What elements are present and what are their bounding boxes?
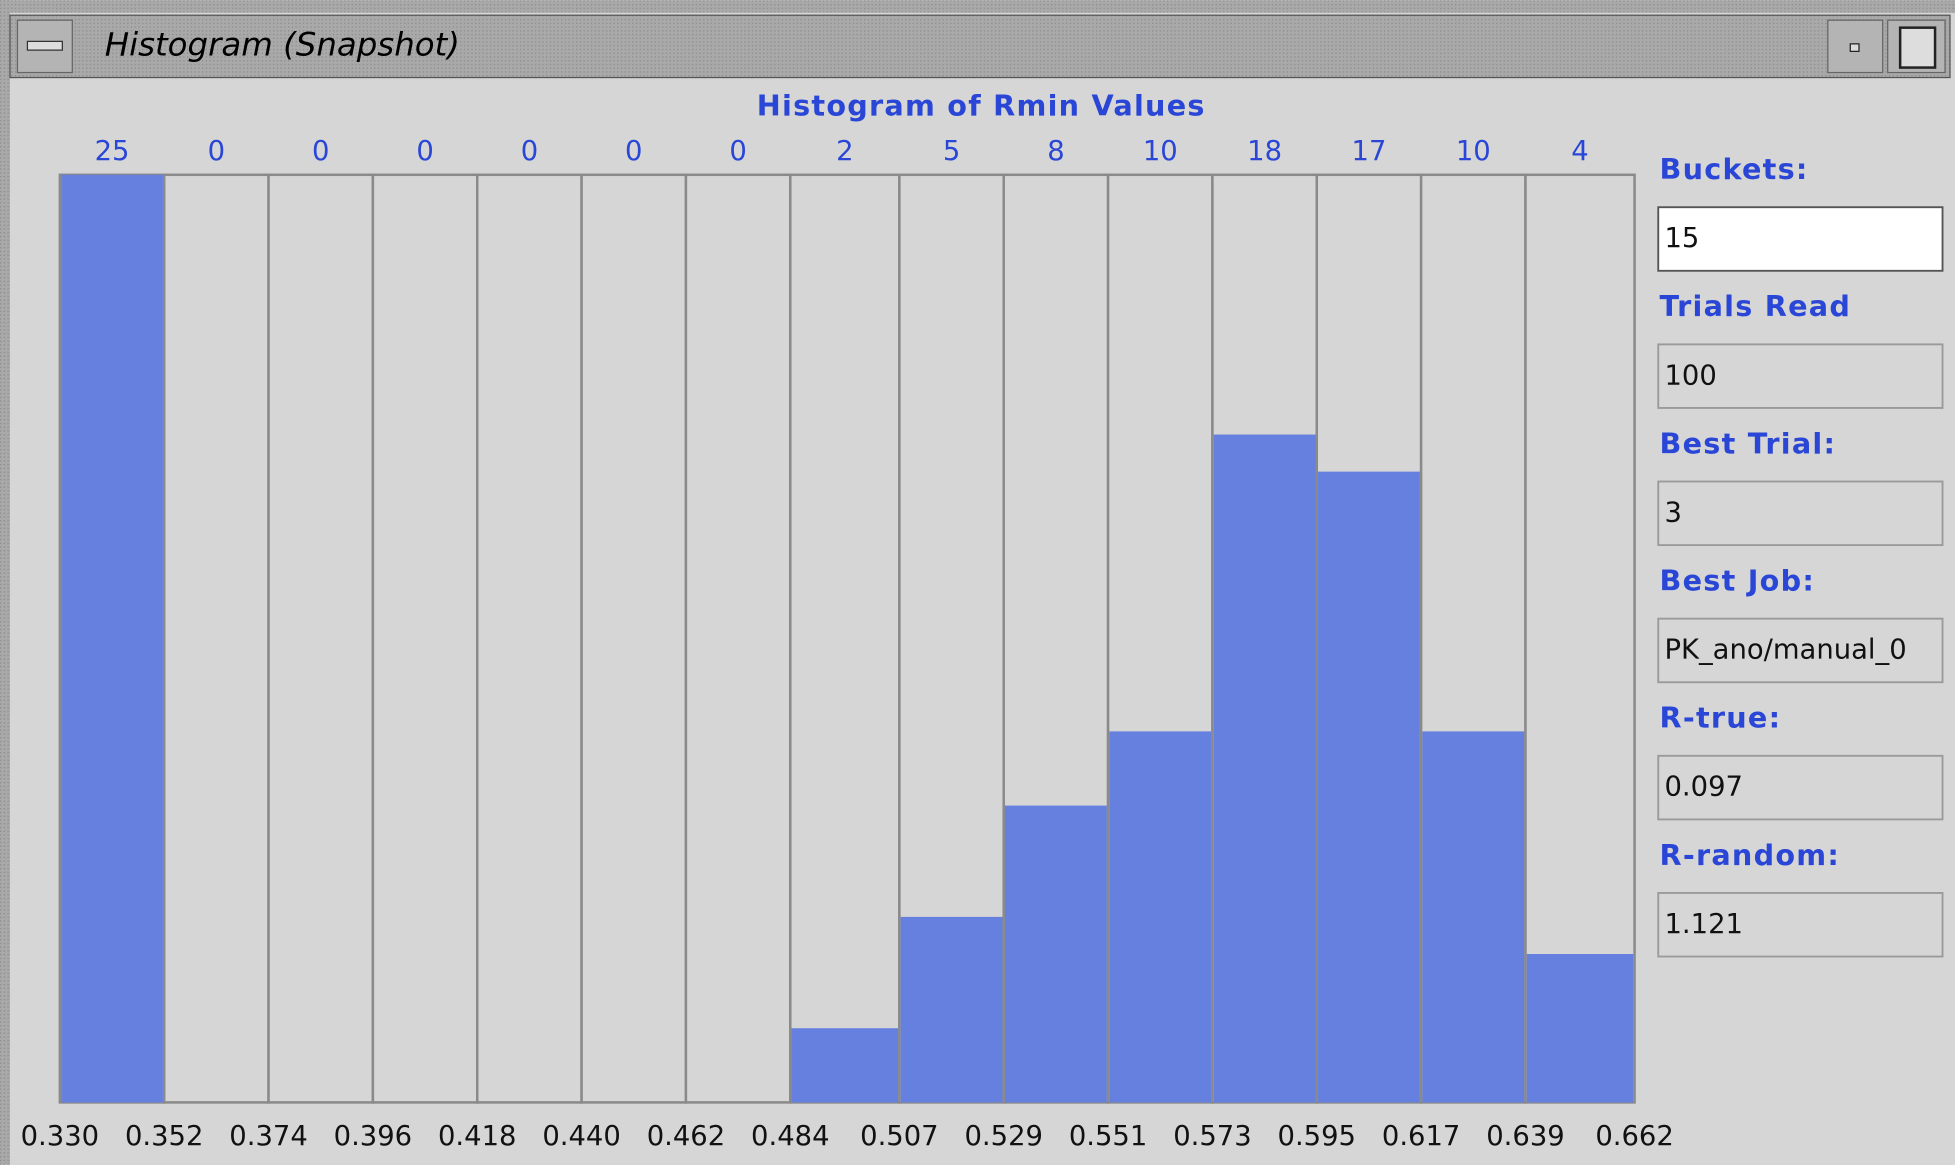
readout-box xyxy=(1657,617,1944,684)
maximize-icon xyxy=(1898,26,1937,69)
bar xyxy=(1213,434,1316,1103)
field-label: Best Job: xyxy=(1660,564,1816,598)
bin-edge-label: 0.529 xyxy=(964,1121,1042,1152)
value-label: 17 xyxy=(1352,136,1387,167)
bin-edge-label: 0.396 xyxy=(334,1121,412,1152)
bar xyxy=(1422,731,1525,1103)
value-label: 0 xyxy=(208,136,225,167)
field-label: Trials Read xyxy=(1660,289,1852,323)
bin-edge-label: 0.484 xyxy=(751,1121,829,1152)
readout-box xyxy=(1657,480,1944,547)
bar xyxy=(61,174,163,1103)
bar-slot xyxy=(162,173,270,1104)
value-label: 4 xyxy=(1571,136,1588,167)
bin-edge-label: 0.595 xyxy=(1278,1121,1356,1152)
field-value: 1.121 xyxy=(1664,909,1742,940)
bin-edge-label: 0.330 xyxy=(21,1121,99,1152)
histogram: 25 0 0 0 0 0 0 2 5 8 10 18 17 10 40.330 0.352 0.374 0.396… xyxy=(21,136,1674,1152)
field-value: 15 xyxy=(1664,223,1699,254)
readout-box xyxy=(1657,754,1944,821)
bar-slot xyxy=(371,173,479,1104)
bin-edge-label: 0.573 xyxy=(1173,1121,1251,1152)
bin-edge-label: 0.507 xyxy=(860,1121,938,1152)
field-label: Buckets: xyxy=(1660,152,1809,186)
value-label: 25 xyxy=(95,136,130,167)
field-label: Best Trial: xyxy=(1660,426,1837,460)
value-label: 2 xyxy=(836,136,853,167)
value-label: 0 xyxy=(729,136,746,167)
value-label: 0 xyxy=(416,136,433,167)
info-panel: Buckets: 15 Trials Read 100 Best Trial: 3 Best… xyxy=(1657,152,1944,958)
minimize-icon xyxy=(1849,43,1860,52)
value-label: 10 xyxy=(1456,136,1491,167)
bar-slot xyxy=(1524,173,1636,1104)
bin-edge-label: 0.551 xyxy=(1069,1121,1147,1152)
bar xyxy=(791,1028,899,1103)
field-value: 0.097 xyxy=(1664,772,1742,803)
bar xyxy=(1526,953,1634,1103)
bin-edge-label: 0.374 xyxy=(229,1121,307,1152)
bar xyxy=(1318,471,1420,1103)
bar-slot xyxy=(475,173,583,1104)
bin-edge-label: 0.352 xyxy=(125,1121,203,1152)
bin-edge-label: 0.418 xyxy=(438,1121,516,1152)
bar-slot xyxy=(580,173,688,1104)
value-label: 8 xyxy=(1047,136,1064,167)
bar xyxy=(1004,805,1107,1103)
field-label: R-random: xyxy=(1660,838,1841,872)
window-frame-left xyxy=(0,0,10,1165)
field-value: 100 xyxy=(1664,360,1716,391)
field-label: R-true: xyxy=(1660,701,1782,735)
bin-edge-label: 0.617 xyxy=(1382,1121,1460,1152)
bar xyxy=(900,916,1003,1103)
window-menu-icon xyxy=(26,40,63,51)
readout-box xyxy=(1657,892,1944,958)
value-label: 10 xyxy=(1143,136,1178,167)
readout-box xyxy=(1657,343,1944,409)
bar-slot xyxy=(267,173,375,1104)
bin-edge-label: 0.662 xyxy=(1595,1121,1673,1152)
bar-slot xyxy=(684,173,792,1104)
bar xyxy=(1109,731,1212,1103)
value-label: 0 xyxy=(625,136,642,167)
bin-edge-label: 0.440 xyxy=(542,1121,620,1152)
title-bar xyxy=(9,14,1951,79)
chart-title: Histogram of Rmin Values xyxy=(757,88,1206,122)
bin-edge-label: 0.639 xyxy=(1486,1121,1564,1152)
field-value: PK_ano/manual_0 xyxy=(1664,635,1906,666)
value-label: 0 xyxy=(312,136,329,167)
value-label: 18 xyxy=(1247,136,1282,167)
bin-edge-label: 0.462 xyxy=(647,1121,725,1152)
window-title: Histogram (Snapshot) xyxy=(105,25,460,63)
value-label: 0 xyxy=(521,136,538,167)
value-label: 5 xyxy=(943,136,960,167)
bar-slot xyxy=(789,173,901,1104)
field-value: 3 xyxy=(1664,497,1681,528)
window-frame-top xyxy=(0,0,1955,13)
text-input[interactable] xyxy=(1657,206,1944,272)
